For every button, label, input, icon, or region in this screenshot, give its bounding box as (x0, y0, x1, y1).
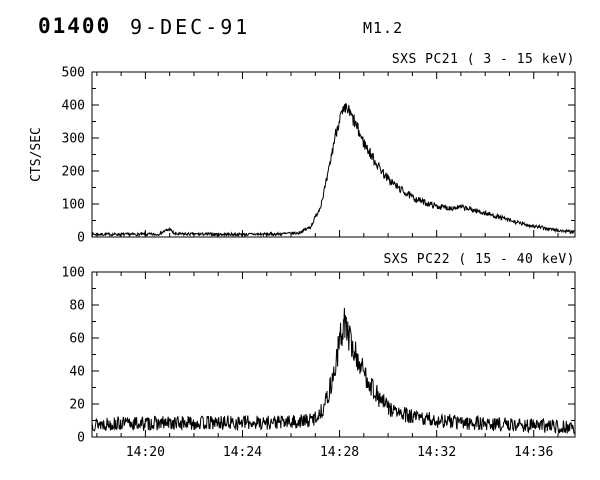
y-tick-label: 300 (62, 132, 85, 147)
panel-title-pc22: SXS PC22 ( 15 - 40 keV) (383, 252, 575, 267)
x-tick-label: 14:20 (126, 445, 165, 460)
event-date: 9-DEC-91 (130, 15, 251, 39)
data-trace-1 (91, 307, 575, 435)
y-tick-label: 0 (77, 431, 85, 446)
panel-1: 14:20 14:24 14:28 14:32 14:36 0 20 40 60 80 100 (62, 266, 576, 460)
x-tick-label: 14:32 (417, 445, 456, 460)
panel-0: 0 100 200 300 400 500 CTS/SEC (29, 66, 576, 246)
y-tick-label: 20 (69, 398, 85, 413)
y-tick-label: 60 (69, 332, 85, 347)
y-tick-label: 400 (62, 99, 85, 114)
x-tick-label: 14:24 (223, 445, 262, 460)
x-tick-label: 14:28 (320, 445, 359, 460)
y-tick-label: 100 (62, 198, 85, 213)
flare-class: M1.2 (363, 19, 404, 37)
event-id: 01400 (38, 14, 112, 38)
y-tick-label: 0 (77, 231, 85, 246)
y-tick-label: 80 (69, 299, 85, 314)
y-tick-label: 100 (62, 266, 85, 281)
data-trace-0 (91, 103, 575, 238)
y-axis-label: CTS/SEC (29, 127, 44, 182)
panel-title-pc21: SXS PC21 ( 3 - 15 keV) (391, 52, 575, 67)
plot-frame (91, 71, 576, 238)
x-tick-label: 14:36 (514, 445, 553, 460)
y-tick-label: 40 (69, 365, 85, 380)
y-tick-label: 200 (62, 165, 85, 180)
plot-frame (91, 271, 576, 438)
y-tick-label: 500 (62, 66, 85, 81)
